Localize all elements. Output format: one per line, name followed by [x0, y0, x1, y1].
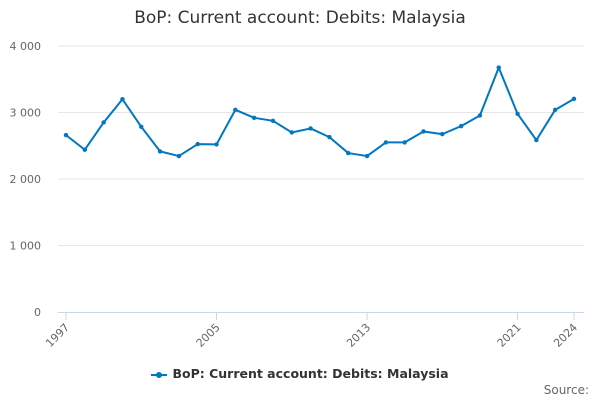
data-point: [176, 153, 182, 159]
y-tick-label: 1 000: [10, 240, 42, 253]
y-tick-label: 4 000: [10, 40, 42, 53]
data-point: [496, 65, 501, 70]
data-point: [195, 141, 200, 147]
data-point: [458, 123, 464, 129]
data-point: [364, 153, 370, 159]
data-point: [402, 140, 407, 145]
legend-item[interactable]: BoP: Current account: Debits: Malaysia: [0, 366, 600, 381]
data-point: [214, 142, 219, 147]
data-point: [346, 150, 351, 156]
data-point: [289, 130, 294, 135]
data-point: [251, 115, 257, 121]
x-tick-label: 2005: [194, 321, 223, 350]
x-tick-label: 2013: [344, 321, 373, 350]
x-tick-label: 2021: [495, 321, 524, 350]
data-point: [383, 140, 389, 145]
data-point: [63, 132, 69, 138]
data-point: [571, 96, 577, 102]
data-point: [233, 107, 238, 113]
data-point: [421, 129, 426, 134]
chart-title: BoP: Current account: Debits: Malaysia: [134, 8, 466, 28]
data-point: [82, 147, 88, 152]
x-tick-label: 1997: [43, 321, 72, 350]
y-tick-label: 2 000: [10, 173, 42, 186]
data-point: [552, 107, 558, 113]
data-point: [440, 131, 445, 137]
x-tick-label: 2024: [551, 321, 580, 350]
data-point: [515, 111, 520, 117]
data-point: [308, 126, 313, 131]
data-point: [327, 134, 332, 140]
y-tick-label: 0: [34, 306, 41, 319]
legend-label: BoP: Current account: Debits: Malaysia: [172, 366, 449, 381]
series-line: [65, 66, 575, 158]
data-point: [120, 97, 125, 102]
data-point: [477, 113, 483, 118]
data-point: [101, 120, 106, 125]
source-label: Source:: [543, 383, 589, 397]
data-point: [270, 118, 276, 124]
data-point: [157, 149, 163, 154]
data-point: [534, 137, 539, 143]
data-point: [139, 124, 144, 129]
legend-swatch: [151, 371, 168, 378]
y-tick-label: 3 000: [10, 107, 42, 120]
